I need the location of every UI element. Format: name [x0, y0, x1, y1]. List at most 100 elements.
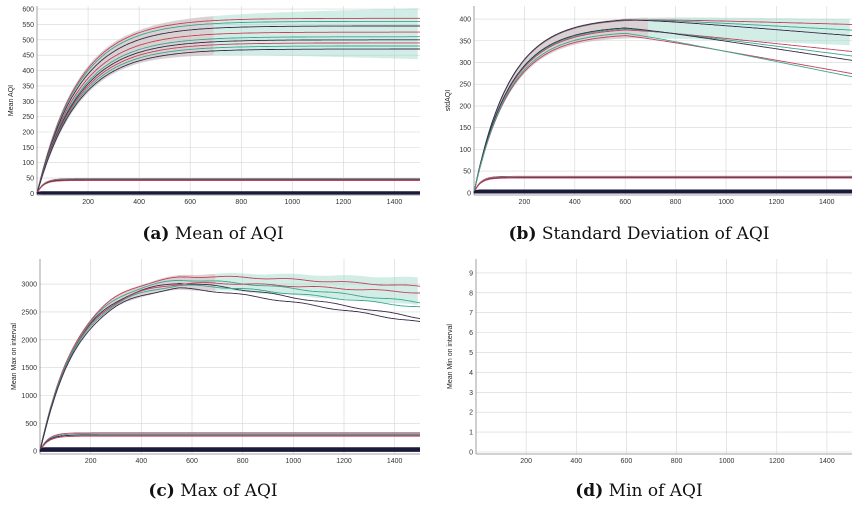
- caption-a-text: Mean of AQI: [174, 224, 284, 244]
- chart-d: 200 400 600 800 1000 1200 1400 0 1 2 3 4 5 6 7 8 9 Mean M…: [447, 259, 852, 465]
- chart-c-series-2-1: [39, 448, 420, 452]
- caption-c-tag: (c): [148, 481, 175, 501]
- chart-d-xtick-2: 600: [621, 458, 633, 465]
- caption-a-tag: (a): [142, 224, 170, 244]
- chart-a-ytick-2: 100: [22, 160, 34, 167]
- chart-c-series-1-1: [39, 433, 420, 452]
- chart-c-series-2-0: [39, 447, 420, 452]
- chart-a-series-0-2: [36, 25, 420, 194]
- caption-d: (d) Min of AQI: [426, 481, 852, 501]
- chart-a-series-1-1: [36, 178, 420, 194]
- chart-b-series-1-3: [473, 177, 852, 193]
- chart-d-xtick-6: 1400: [819, 458, 835, 465]
- chart-c-ytick-5: 2500: [21, 309, 37, 316]
- chart-a-ytick-3: 150: [22, 145, 34, 152]
- panel-c: 200 400 600 800 1000 1200 1400 0 500 1000 1500 2000…: [0, 255, 426, 510]
- chart-b-xtick-6: 1400: [819, 199, 835, 206]
- chart-c-band-teal: [40, 272, 418, 451]
- chart-d-ytick-8: 8: [469, 290, 473, 297]
- chart-a-xtick-3: 800: [235, 199, 247, 206]
- chart-c-series-0-2: [39, 283, 421, 451]
- chart-b-xtick-5: 1200: [769, 199, 785, 206]
- chart-d-xtick-0: 200: [520, 458, 532, 465]
- chart-c-xtick-2: 600: [186, 458, 198, 465]
- chart-b-xtick-4: 1000: [718, 199, 734, 206]
- chart-d-ytick-2: 2: [469, 410, 473, 417]
- chart-c-xtick-1: 400: [135, 458, 147, 465]
- chart-c-series-0-5: [39, 287, 421, 452]
- chart-a-series-0-4: [36, 36, 420, 194]
- chart-c-series-1-0: [39, 432, 420, 452]
- chart-b-ylabel: stdAQI: [445, 90, 452, 111]
- chart-b-ytick-8: 400: [459, 17, 471, 24]
- chart-b-series-0-2: [473, 19, 852, 193]
- chart-a-ytick-6: 300: [22, 99, 34, 106]
- chart-b-series-2-1: [473, 190, 852, 194]
- chart-c-xtick-4: 1000: [286, 458, 302, 465]
- chart-a-ytick-4: 200: [22, 130, 34, 137]
- chart-c-series-1-2: [39, 434, 420, 452]
- chart-b-xtick-1: 400: [569, 199, 581, 206]
- chart-c-xtick-3: 800: [237, 458, 249, 465]
- chart-d-ytick-9: 9: [469, 270, 473, 277]
- chart-a-series-0-5: [36, 39, 420, 194]
- chart-d-ytick-6: 6: [469, 330, 473, 337]
- chart-c-ytick-2: 1000: [21, 393, 37, 400]
- chart-d-xtick-5: 1200: [769, 458, 785, 465]
- chart-c-series-2-2: [39, 449, 420, 452]
- chart-d-ytick-1: 1: [469, 430, 473, 437]
- chart-c-series-0-3: [39, 282, 420, 452]
- chart-b-band-red: [474, 17, 649, 194]
- chart-a-series-0-6: [36, 42, 420, 194]
- chart-d-ytick-4: 4: [469, 370, 473, 377]
- chart-a-series-1-0: [36, 178, 420, 194]
- chart-c-ytick-4: 2000: [21, 337, 37, 344]
- chart-a-ytick-8: 400: [22, 68, 34, 75]
- chart-d-ytick-7: 7: [469, 310, 473, 317]
- chart-b-series-2-2: [473, 191, 852, 194]
- chart-d-ytick-3: 3: [469, 390, 473, 397]
- caption-c-text: Max of AQI: [180, 481, 278, 501]
- chart-a-xtick-0: 200: [82, 199, 94, 206]
- chart-a-series-0-7: [36, 45, 420, 194]
- caption-d-tag: (d): [575, 481, 604, 501]
- chart-a-series-1-2: [36, 179, 420, 194]
- caption-d-text: Min of AQI: [608, 481, 703, 501]
- chart-b-ytick-7: 350: [459, 38, 471, 45]
- chart-b-ytick-1: 50: [463, 169, 471, 176]
- chart-a-ytick-1: 50: [26, 176, 34, 183]
- chart-c-xtick-6: 1400: [387, 458, 403, 465]
- chart-c-ytick-3: 1500: [21, 365, 37, 372]
- chart-c-ytick-1: 500: [25, 421, 37, 428]
- chart-c-series-1-3: [39, 435, 420, 452]
- chart-d-ylabel: Mean Min on interval: [447, 324, 454, 389]
- chart-b-ytick-0: 0: [467, 190, 471, 197]
- caption-b-tag: (b): [508, 224, 537, 244]
- chart-d-xtick-1: 400: [570, 458, 582, 465]
- chart-b-ytick-4: 200: [459, 103, 471, 110]
- chart-a-band-red: [37, 16, 214, 195]
- caption-c: (c) Max of AQI: [0, 481, 426, 501]
- chart-a-series-1-3: [36, 180, 420, 194]
- chart-b-series-1-0: [473, 175, 852, 193]
- chart-a-series-0-8: [36, 48, 420, 194]
- chart-d-xtick-4: 1000: [719, 458, 735, 465]
- chart-a-xtick-6: 1400: [387, 199, 403, 206]
- chart-a-ytick-12: 600: [22, 7, 34, 14]
- chart-b-ytick-2: 100: [459, 147, 471, 154]
- chart-a-series-0-3: [36, 31, 420, 194]
- chart-a-series-0-0: [36, 17, 420, 194]
- caption-a: (a) Mean of AQI: [0, 224, 426, 244]
- chart-a-xtick-4: 1000: [285, 199, 301, 206]
- chart-b-ytick-3: 150: [459, 125, 471, 132]
- chart-a-ylabel: Mean AQI: [8, 85, 15, 116]
- chart-a-ytick-9: 450: [22, 53, 34, 60]
- caption-b: (b) Standard Deviation of AQI: [426, 224, 852, 244]
- chart-a: 200 400 600 800 1000 1200 1400 0 50 100 150 200 250 3…: [8, 6, 420, 206]
- chart-c-series-0-4: [39, 284, 421, 452]
- chart-a-ytick-7: 350: [22, 83, 34, 90]
- chart-c-xtick-0: 200: [85, 458, 97, 465]
- chart-c: 200 400 600 800 1000 1200 1400 0 500 1000 1500 2000…: [11, 259, 421, 465]
- chart-b-series-0-5: [473, 27, 852, 193]
- chart-b-series-1-2: [473, 177, 852, 193]
